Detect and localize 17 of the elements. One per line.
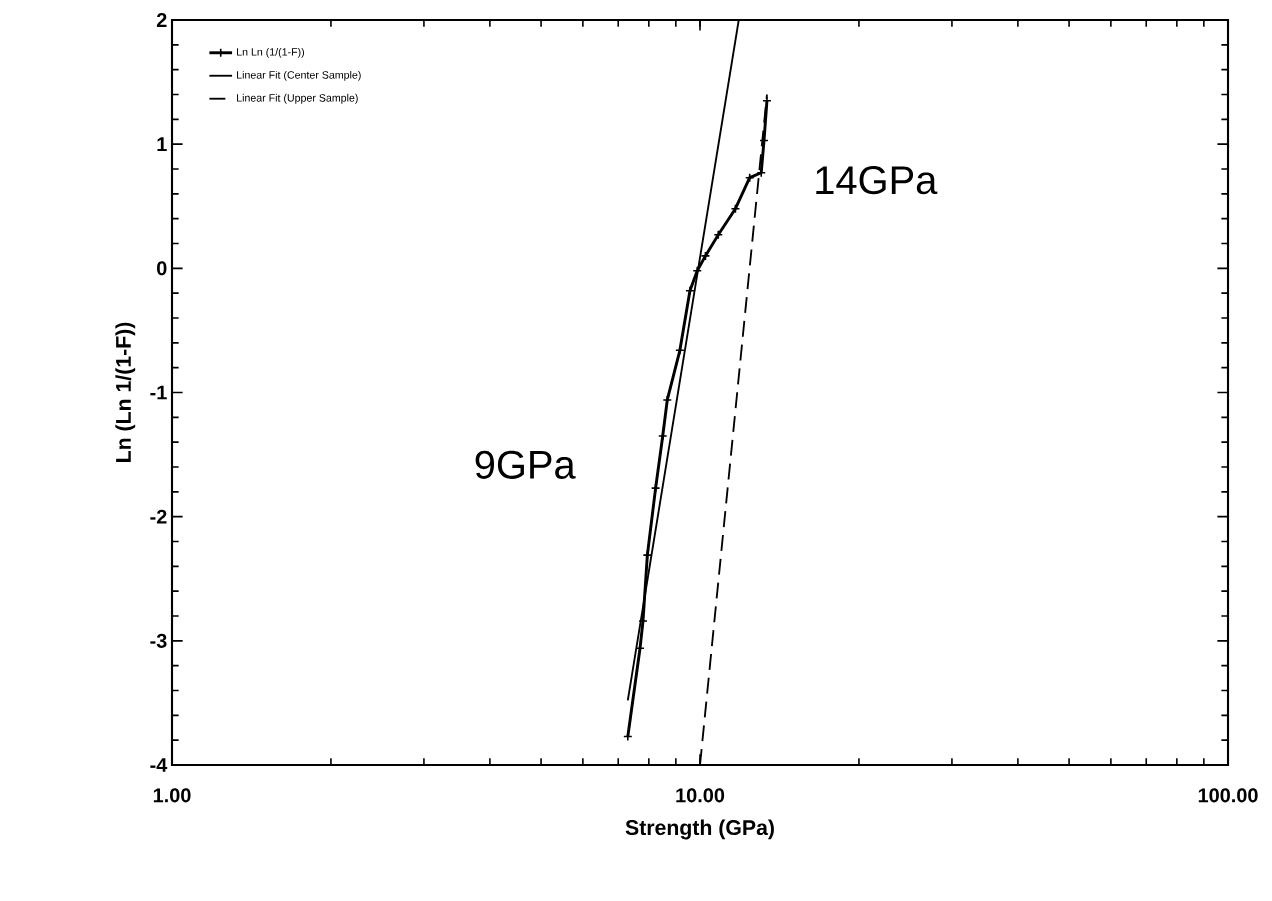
legend-label: Linear Fit (Center Sample) bbox=[237, 70, 361, 81]
x-axis-title: Strength (GPa) bbox=[625, 819, 774, 840]
y-tick-label: 2 bbox=[156, 13, 167, 27]
y-tick-label: -4 bbox=[150, 758, 168, 772]
annotation: 9GPa bbox=[475, 450, 576, 479]
y-axis-title: Ln (Ln 1/(1-F)) bbox=[115, 322, 136, 462]
y-tick-label: -1 bbox=[150, 385, 167, 400]
y-tick-label: -2 bbox=[150, 509, 167, 524]
x-tick-label: 100.00 bbox=[1198, 788, 1258, 803]
legend-label: Ln Ln (1/(1-F)) bbox=[237, 47, 305, 58]
x-tick-label: 1.00 bbox=[153, 788, 191, 803]
x-tick-label: 10.00 bbox=[676, 788, 725, 803]
y-tick-label: -3 bbox=[150, 633, 167, 648]
annotation: 14GPa bbox=[816, 166, 938, 195]
y-tick-label: 1 bbox=[157, 137, 167, 152]
y-tick-label: 0 bbox=[157, 261, 167, 276]
legend-label: Linear Fit (Upper Sample) bbox=[237, 93, 358, 104]
